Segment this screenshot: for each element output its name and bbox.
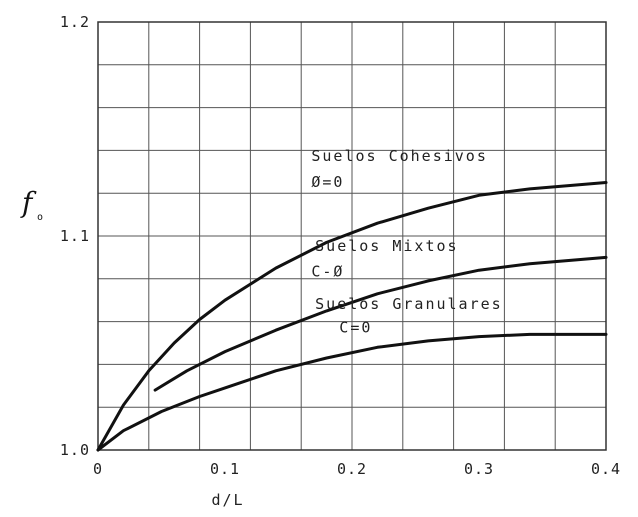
y-axis-label: f [20, 186, 37, 219]
series-line-1 [96, 181, 608, 452]
y-tick-label: 1.0 [60, 441, 90, 459]
series-line-3 [96, 332, 608, 452]
series-annotation: Suelos Mixtos [315, 237, 458, 255]
series-annotation: Suelos Granulares [315, 295, 503, 313]
series-group [96, 181, 608, 452]
y-tick-label: 1.1 [60, 227, 90, 245]
grid [98, 22, 606, 450]
series-annotation: C=0 [339, 318, 372, 336]
series-annotation: Ø=0 [311, 173, 344, 191]
x-tick-label: 0.2 [337, 460, 367, 478]
series-annotation: C-Ø [311, 263, 344, 281]
series-line-2 [153, 255, 608, 392]
x-tick-label: 0.3 [464, 460, 494, 478]
tick-labels: 0 0.1 0.2 0.3 0.4 1.0 1.1 1.2 [60, 13, 621, 478]
x-tick-label: 0.1 [210, 460, 240, 478]
y-tick-label: 1.2 [60, 13, 90, 31]
series-annotation: Suelos Cohesivos [311, 147, 488, 165]
plot-frame [97, 21, 607, 451]
x-tick-label: 0 [93, 460, 103, 478]
y-axis-label-subscript: o [37, 212, 43, 223]
x-tick-label: 0.4 [591, 460, 621, 478]
annotations: Suelos Cohesivos Ø=0 Suelos Mixtos C-Ø Suelo… [311, 147, 503, 336]
x-axis-label: d/L [211, 491, 244, 509]
